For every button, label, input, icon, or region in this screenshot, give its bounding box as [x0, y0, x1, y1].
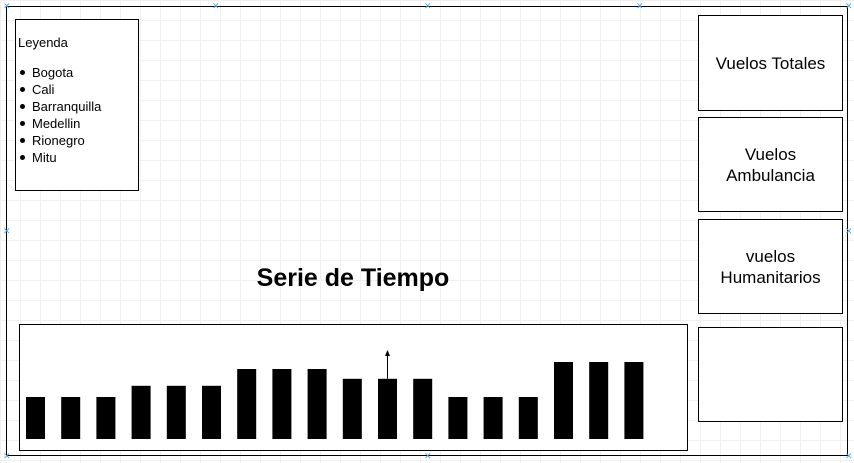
legend-list: Bogota Cali Barranquilla Medellin Rioneg…: [18, 64, 101, 166]
frame-anchor-icon[interactable]: ✕: [424, 451, 432, 461]
ambulance-flights-label-line1: Vuelos: [744, 144, 797, 164]
ambulance-flights-card[interactable]: Vuelos Ambulancia: [698, 117, 843, 212]
bar: [624, 362, 644, 439]
bar: [413, 378, 433, 439]
bar: [272, 369, 292, 439]
frame-anchor-icon[interactable]: ✕: [845, 451, 853, 461]
frame-anchor-icon[interactable]: ✕: [3, 226, 11, 236]
bar: [342, 378, 362, 439]
legend-item: Medellin: [18, 115, 101, 132]
empty-card[interactable]: [698, 327, 843, 422]
frame-anchor-icon[interactable]: ✕: [3, 1, 11, 11]
legend-item: Bogota: [18, 64, 101, 81]
time-series-chart: [26, 350, 644, 439]
dashboard-frame: [6, 6, 848, 456]
legend-title: Leyenda: [18, 35, 68, 50]
frame-anchor-icon[interactable]: ✕: [3, 451, 11, 461]
ambulance-flights-label-line2: Ambulancia: [726, 165, 815, 185]
humanitarian-flights-card[interactable]: vuelos Humanitarios: [698, 219, 843, 314]
bar: [61, 397, 81, 439]
frame-anchor-icon[interactable]: ✕: [212, 1, 220, 11]
legend-item: Mitu: [18, 149, 101, 166]
bar: [166, 385, 186, 439]
bar: [202, 385, 221, 439]
total-flights-label: Vuelos Totales: [715, 53, 826, 73]
bar: [131, 385, 151, 439]
humanitarian-flights-label-line1: vuelos: [745, 246, 796, 266]
legend-item: Barranquilla: [18, 98, 101, 115]
chart-title: Serie de Tiempo: [256, 264, 450, 292]
frame-anchor-icon[interactable]: ✕: [636, 1, 644, 11]
bar: [448, 397, 468, 439]
legend-item: Cali: [18, 81, 101, 98]
legend-item: Rionegro: [18, 132, 101, 149]
bar: [378, 378, 397, 439]
frame-anchor-icon[interactable]: ✕: [845, 1, 853, 11]
bar: [96, 397, 116, 439]
frame-anchor-icon[interactable]: ✕: [845, 226, 853, 236]
bar: [26, 397, 45, 439]
bar: [307, 369, 327, 439]
bar: [589, 362, 609, 439]
humanitarian-flights-label-line2: Humanitarios: [720, 267, 821, 287]
frame-anchor-icon[interactable]: ✕: [424, 1, 432, 11]
bar: [554, 362, 573, 439]
bar: [483, 397, 503, 439]
up-arrow-icon: [385, 350, 390, 379]
total-flights-card[interactable]: Vuelos Totales: [698, 15, 843, 111]
bar: [518, 397, 538, 439]
legend-box[interactable]: Leyenda Bogota Cali Barranquilla Medelli…: [15, 19, 139, 191]
bar: [237, 369, 257, 439]
time-series-chart-box[interactable]: [19, 324, 688, 451]
